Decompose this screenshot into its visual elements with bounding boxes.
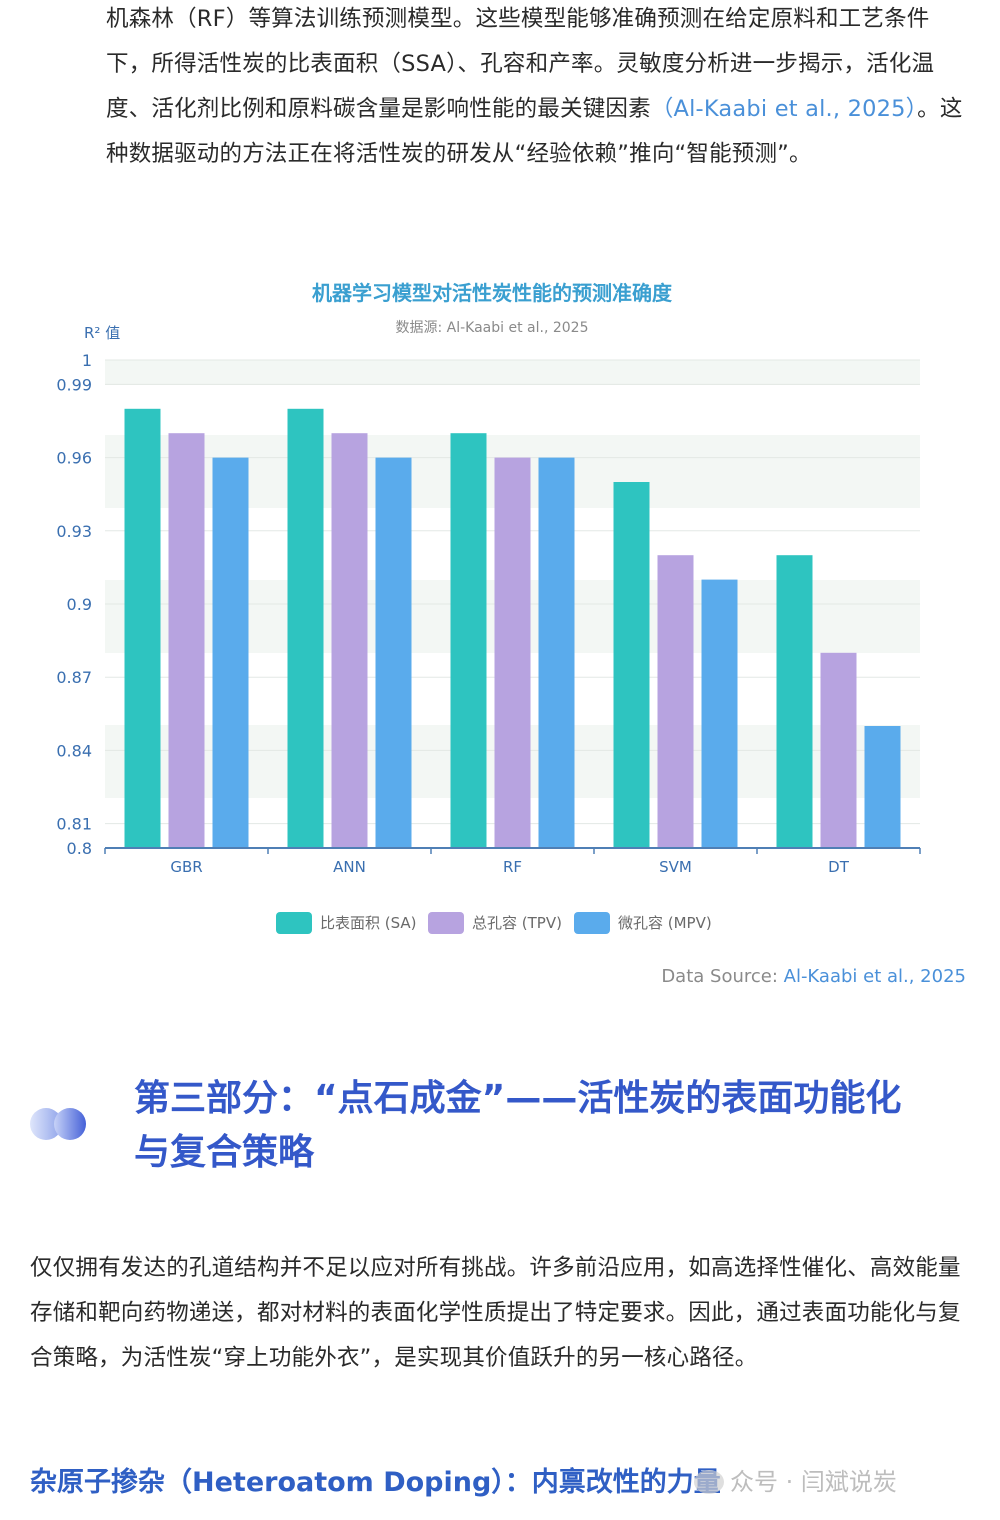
bar-gbr-series-1 [168,433,205,848]
bar-svm-series-0 [613,482,650,848]
bars [124,408,901,848]
y-tick-label: 0.9 [67,595,92,614]
data-source-note: Data Source: Al-Kaabi et al., 2025 [661,966,966,987]
y-tick-label: 0.8 [67,839,92,858]
legend-label: 比表面积 (SA) [320,914,417,932]
x-tick-label: GBR [170,858,202,876]
y-tick-label: 0.99 [56,375,92,394]
y-tick-label: 0.87 [56,668,92,687]
chart-subtitle: 数据源: Al-Kaabi et al., 2025 [395,320,588,336]
subsection-heading: 杂原子掺杂（Heteroatom Doping）：内禀改性的力量 [30,1467,721,1498]
bar-gbr-series-0 [124,408,161,848]
x-tick-label: SVM [659,858,692,876]
wechat-logo-icon [694,1470,724,1494]
x-ticks [104,848,921,854]
data-source-label: Data Source: [661,966,784,987]
legend-swatch [574,912,610,934]
intro-citation-link[interactable]: （Al-Kaabi et al., 2025） [650,96,918,122]
bar-gbr-series-2 [212,457,249,848]
legend-swatch [428,912,464,934]
x-tick-label: DT [828,858,850,876]
legend: 比表面积 (SA) 总孔容 (TPV) 微孔容 (MPV) [276,912,712,934]
legend-swatch [276,912,312,934]
y-tick-label: 0.96 [56,449,92,468]
bar-ann-series-1 [331,433,368,848]
legend-label: 总孔容 (TPV) [472,914,562,932]
bar-dt-series-1 [820,652,857,848]
intro-text-after: 。这种数据驱动的方法正在将活性炭的研发从“经验依赖”推向“智能预测”。 [106,96,963,167]
body-paragraph: 仅仅拥有发达的孔道结构并不足以应对所有挑战。许多前沿应用，如高选择性催化、高效能… [30,1255,961,1371]
bar-dt-series-2 [864,726,901,848]
y-axis-label: R² 值 [84,324,120,342]
y-tick-label: 1 [82,351,92,370]
plot-band [105,360,920,385]
x-tick-labels: GBR ANN RF SVM DT [170,858,849,876]
x-tick-label: RF [503,858,522,876]
bar-ann-series-0 [287,408,324,848]
data-source-link[interactable]: Al-Kaabi et al., 2025 [783,966,966,987]
bar-rf-series-0 [450,433,487,848]
watermark-text: 众号 · 闫斌说炭 [730,1468,897,1496]
bar-dt-series-0 [776,555,813,848]
bar-rf-series-2 [538,457,575,848]
watermark: 众号 · 闫斌说炭 [694,1462,897,1497]
bar-ann-series-2 [375,457,412,848]
y-tick-labels: 0.8 0.81 0.84 0.87 0.9 0.93 0.96 0.99 1 [56,351,92,858]
y-tick-label: 0.84 [56,741,92,760]
x-tick-label: ANN [333,858,366,876]
r2-bar-chart: 机器学习模型对活性炭性能的预测准确度 数据源: Al-Kaabi et al.,… [56,281,921,934]
section-heading: 第三部分：“点石成金”——活性炭的表面功能化与复合策略 [134,1078,902,1173]
bar-rf-series-1 [494,457,531,848]
bar-svm-series-1 [657,555,694,848]
intro-text: 机森林（RF）等算法训练预测模型。这些模型能够准确预测在给定原料和工艺条件下，所… [106,6,935,122]
y-tick-label: 0.93 [56,522,92,541]
chart-title: 机器学习模型对活性炭性能的预测准确度 [312,281,673,305]
bar-svm-series-2 [701,579,738,848]
y-tick-label: 0.81 [56,815,92,834]
intro-paragraph: 机森林（RF）等算法训练预测模型。这些模型能够准确预测在给定原料和工艺条件下，所… [106,0,966,177]
legend-label: 微孔容 (MPV) [618,914,712,932]
double-circle-icon [30,1108,86,1140]
